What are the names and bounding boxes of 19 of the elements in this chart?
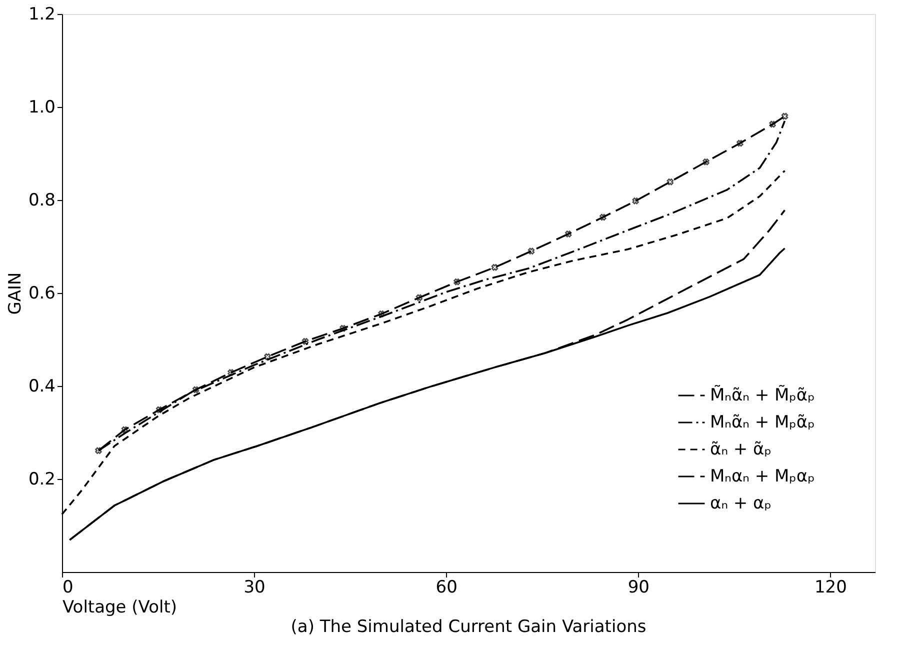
y-tick-label: 0.4 xyxy=(28,376,56,396)
legend-label: Mₙα̃ₙ + Mₚα̃ₚ xyxy=(710,412,815,432)
y-tick-label: 0.2 xyxy=(28,470,56,490)
legend-label: αₙ + αₚ xyxy=(710,494,772,514)
x-tick-label: 90 xyxy=(628,578,650,598)
y-tick-label: 0.8 xyxy=(28,190,56,210)
x-tick-label: 30 xyxy=(244,578,266,598)
x-tick-label: 60 xyxy=(436,578,458,598)
legend-label: M̃ₙα̃ₙ + M̃ₚα̃ₚ xyxy=(710,384,815,406)
text: (a) The Simulated Current Gain Variations xyxy=(290,617,646,637)
x-tick-label: 0 xyxy=(62,578,74,598)
y-tick-label: 0.6 xyxy=(28,284,56,304)
legend-label: α̃ₙ + α̃ₚ xyxy=(710,440,772,460)
x-tick-label: 120 xyxy=(814,578,847,598)
y-tick-label: 1.0 xyxy=(28,98,56,118)
x-axis-title: Voltage (Volt) xyxy=(62,598,178,618)
legend-label: Mₙαₙ + Mₚαₚ xyxy=(710,466,815,486)
y-axis-title: GAIN xyxy=(5,272,26,315)
y-tick-label: 1.2 xyxy=(28,4,56,24)
